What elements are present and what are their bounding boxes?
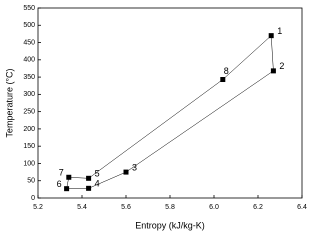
x-tick-label: 5.8 <box>165 204 175 211</box>
state-point <box>123 169 129 175</box>
y-tick-label: 400 <box>23 57 35 64</box>
x-tick-label: 6.0 <box>209 204 219 211</box>
state-point <box>86 175 92 181</box>
point-label: 6 <box>57 179 62 189</box>
plot-frame <box>37 7 303 199</box>
y-tick-label: 450 <box>23 39 35 46</box>
x-tick-label: 5.2 <box>33 204 43 211</box>
state-point <box>64 186 70 192</box>
y-tick-label: 150 <box>23 143 35 150</box>
x-tick-label: 5.4 <box>77 204 87 211</box>
point-label: 2 <box>279 61 284 71</box>
y-tick-label: 350 <box>23 74 35 81</box>
point-label: 7 <box>59 168 64 178</box>
y-tick-label: 250 <box>23 108 35 115</box>
y-tick-label: 0 <box>31 195 35 202</box>
point-label: 5 <box>95 169 100 179</box>
point-label: 3 <box>132 162 137 172</box>
x-tick-label: 6.2 <box>253 204 263 211</box>
x-tick-label: 6.4 <box>297 204 307 211</box>
x-tick-label: 5.6 <box>121 204 131 211</box>
state-point <box>268 33 274 39</box>
state-point <box>66 174 72 180</box>
y-tick-label: 200 <box>23 126 35 133</box>
state-point <box>270 68 276 74</box>
y-tick-label: 300 <box>23 91 35 98</box>
y-axis-label: Temperature (°C) <box>4 68 14 137</box>
y-tick-label: 100 <box>23 160 35 167</box>
y-tick-label: 500 <box>23 22 35 29</box>
state-point <box>86 185 92 191</box>
y-tick-label: 550 <box>23 5 35 12</box>
point-label: 8 <box>224 66 229 76</box>
chart: Entropy (kJ/kg-K) Temperature (°C) 5.2 5.… <box>4 5 307 231</box>
x-axis-label: Entropy (kJ/kg-K) <box>135 220 205 230</box>
point-label: 4 <box>95 179 100 189</box>
cycle-line <box>66 35 274 189</box>
y-tick-label: 50 <box>27 178 35 185</box>
state-point <box>220 77 226 83</box>
point-label: 1 <box>277 26 282 36</box>
